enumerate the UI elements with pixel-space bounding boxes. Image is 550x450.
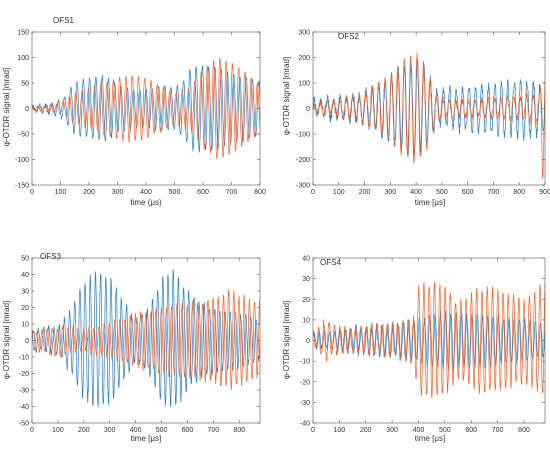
x-tick-label: 100 — [55, 189, 67, 196]
y-tick-label: -40 — [19, 404, 29, 411]
x-tick-label: 400 — [140, 189, 152, 196]
y-tick-label: 20 — [21, 305, 29, 312]
x-axis-label: time [μs] — [131, 434, 161, 443]
panel-title: OFS1 — [53, 16, 74, 25]
x-tick-label: 300 — [104, 427, 116, 434]
y-tick-label: -40 — [300, 421, 310, 428]
x-tick-label: 300 — [386, 427, 398, 434]
x-tick-label: 500 — [436, 189, 448, 196]
x-tick-label: 800 — [513, 189, 525, 196]
panel-ofs3: OFS3 time [μs] φ-OTDR signal [mrad] 0 100… — [2, 252, 261, 443]
y-tick-label: -10 — [19, 355, 29, 362]
series-line — [313, 52, 545, 179]
y-tick-label: -20 — [19, 371, 29, 378]
y-tick-label: -100 — [296, 132, 310, 139]
x-tick-label: 500 — [169, 189, 181, 196]
y-tick-label: 0 — [25, 106, 29, 113]
x-tick-label: 0 — [30, 189, 34, 196]
y-tick-label: 50 — [21, 256, 29, 263]
y-tick-label: 0 — [306, 338, 310, 345]
x-tick-label: 700 — [492, 427, 504, 434]
x-tick-label: 600 — [462, 189, 474, 196]
x-tick-label: 500 — [156, 427, 168, 434]
x-tick-label: 400 — [413, 427, 425, 434]
panel-ofs1: OFS1 time (μs) φ-OTDR signal [mrad] 0 100… — [2, 16, 266, 207]
y-tick-label: -150 — [15, 183, 29, 190]
x-tick-label: 100 — [334, 427, 346, 434]
y-tick-label: -50 — [19, 132, 29, 139]
series-line — [32, 269, 260, 408]
x-tick-label: 700 — [226, 189, 238, 196]
x-tick-label: 500 — [439, 427, 451, 434]
x-tick-label: 800 — [254, 189, 266, 196]
x-tick-label: 600 — [197, 189, 209, 196]
y-tick-label: -30 — [300, 400, 310, 407]
y-tick-label: 0 — [306, 106, 310, 113]
x-tick-label: 700 — [208, 427, 220, 434]
x-tick-label: 400 — [410, 189, 422, 196]
x-tick-label: 200 — [360, 427, 372, 434]
y-tick-label: 30 — [302, 276, 310, 283]
x-tick-label: 300 — [112, 189, 124, 196]
x-tick-label: 600 — [182, 427, 194, 434]
x-tick-label: 100 — [52, 427, 64, 434]
y-tick-label: 300 — [298, 30, 310, 37]
y-tick-label: 100 — [298, 81, 310, 88]
panel-title: OFS3 — [40, 252, 61, 261]
x-axis-label: time [μs] — [415, 198, 445, 207]
y-tick-label: 200 — [298, 55, 310, 62]
series-line — [32, 289, 260, 391]
panel-title: OFS2 — [338, 32, 359, 41]
y-tick-label: -30 — [19, 388, 29, 395]
y-tick-label: 100 — [17, 55, 29, 62]
x-tick-label: 200 — [83, 189, 95, 196]
y-tick-label: 30 — [21, 289, 29, 296]
series-line — [32, 57, 260, 159]
y-tick-label: 10 — [21, 322, 29, 329]
y-tick-label: -20 — [300, 379, 310, 386]
x-tick-label: 800 — [518, 427, 530, 434]
x-tick-label: 400 — [130, 427, 142, 434]
y-axis-label: φ-OTDR signal [mrad] — [282, 301, 291, 380]
x-tick-label: 900 — [539, 189, 550, 196]
y-axis-label: φ-OTDR signal [mrad] — [282, 57, 291, 136]
panel-title: OFS4 — [320, 258, 341, 267]
y-tick-label: 40 — [302, 256, 310, 263]
x-tick-label: 0 — [30, 427, 34, 434]
x-tick-label: 300 — [384, 189, 396, 196]
panel-ofs2: OFS2 time [μs] φ-OTDR signal [mrad] 0 100… — [282, 30, 550, 208]
y-axis-label: φ-OTDR signal [mrad] — [2, 68, 11, 147]
series-line — [32, 65, 260, 154]
x-tick-label: 700 — [488, 189, 500, 196]
x-tick-label: 200 — [78, 427, 90, 434]
y-tick-label: 50 — [21, 81, 29, 88]
y-tick-label: 0 — [25, 338, 29, 345]
y-tick-label: -100 — [15, 157, 29, 164]
y-tick-label: 150 — [17, 30, 29, 37]
x-axis-label: time [μs] — [415, 434, 445, 443]
y-axis-label: φ-OTDR signal [mrad] — [2, 301, 11, 380]
y-tick-label: -300 — [296, 183, 310, 190]
x-tick-label: 0 — [311, 189, 315, 196]
y-tick-label: -10 — [300, 359, 310, 366]
x-axis-label: time (μs) — [130, 198, 162, 207]
x-tick-label: 0 — [311, 427, 315, 434]
x-tick-label: 600 — [465, 427, 477, 434]
x-tick-label: 800 — [233, 427, 245, 434]
x-tick-label: 200 — [359, 189, 371, 196]
y-tick-label: 10 — [302, 317, 310, 324]
series-line — [313, 281, 545, 399]
y-tick-label: -200 — [296, 157, 310, 164]
x-tick-label: 100 — [333, 189, 345, 196]
y-tick-label: 40 — [21, 272, 29, 279]
y-tick-label: 20 — [302, 297, 310, 304]
panel-ofs4: OFS4 time [μs] φ-OTDR signal [mrad] 0 100… — [282, 256, 546, 443]
y-tick-label: -50 — [19, 421, 29, 428]
